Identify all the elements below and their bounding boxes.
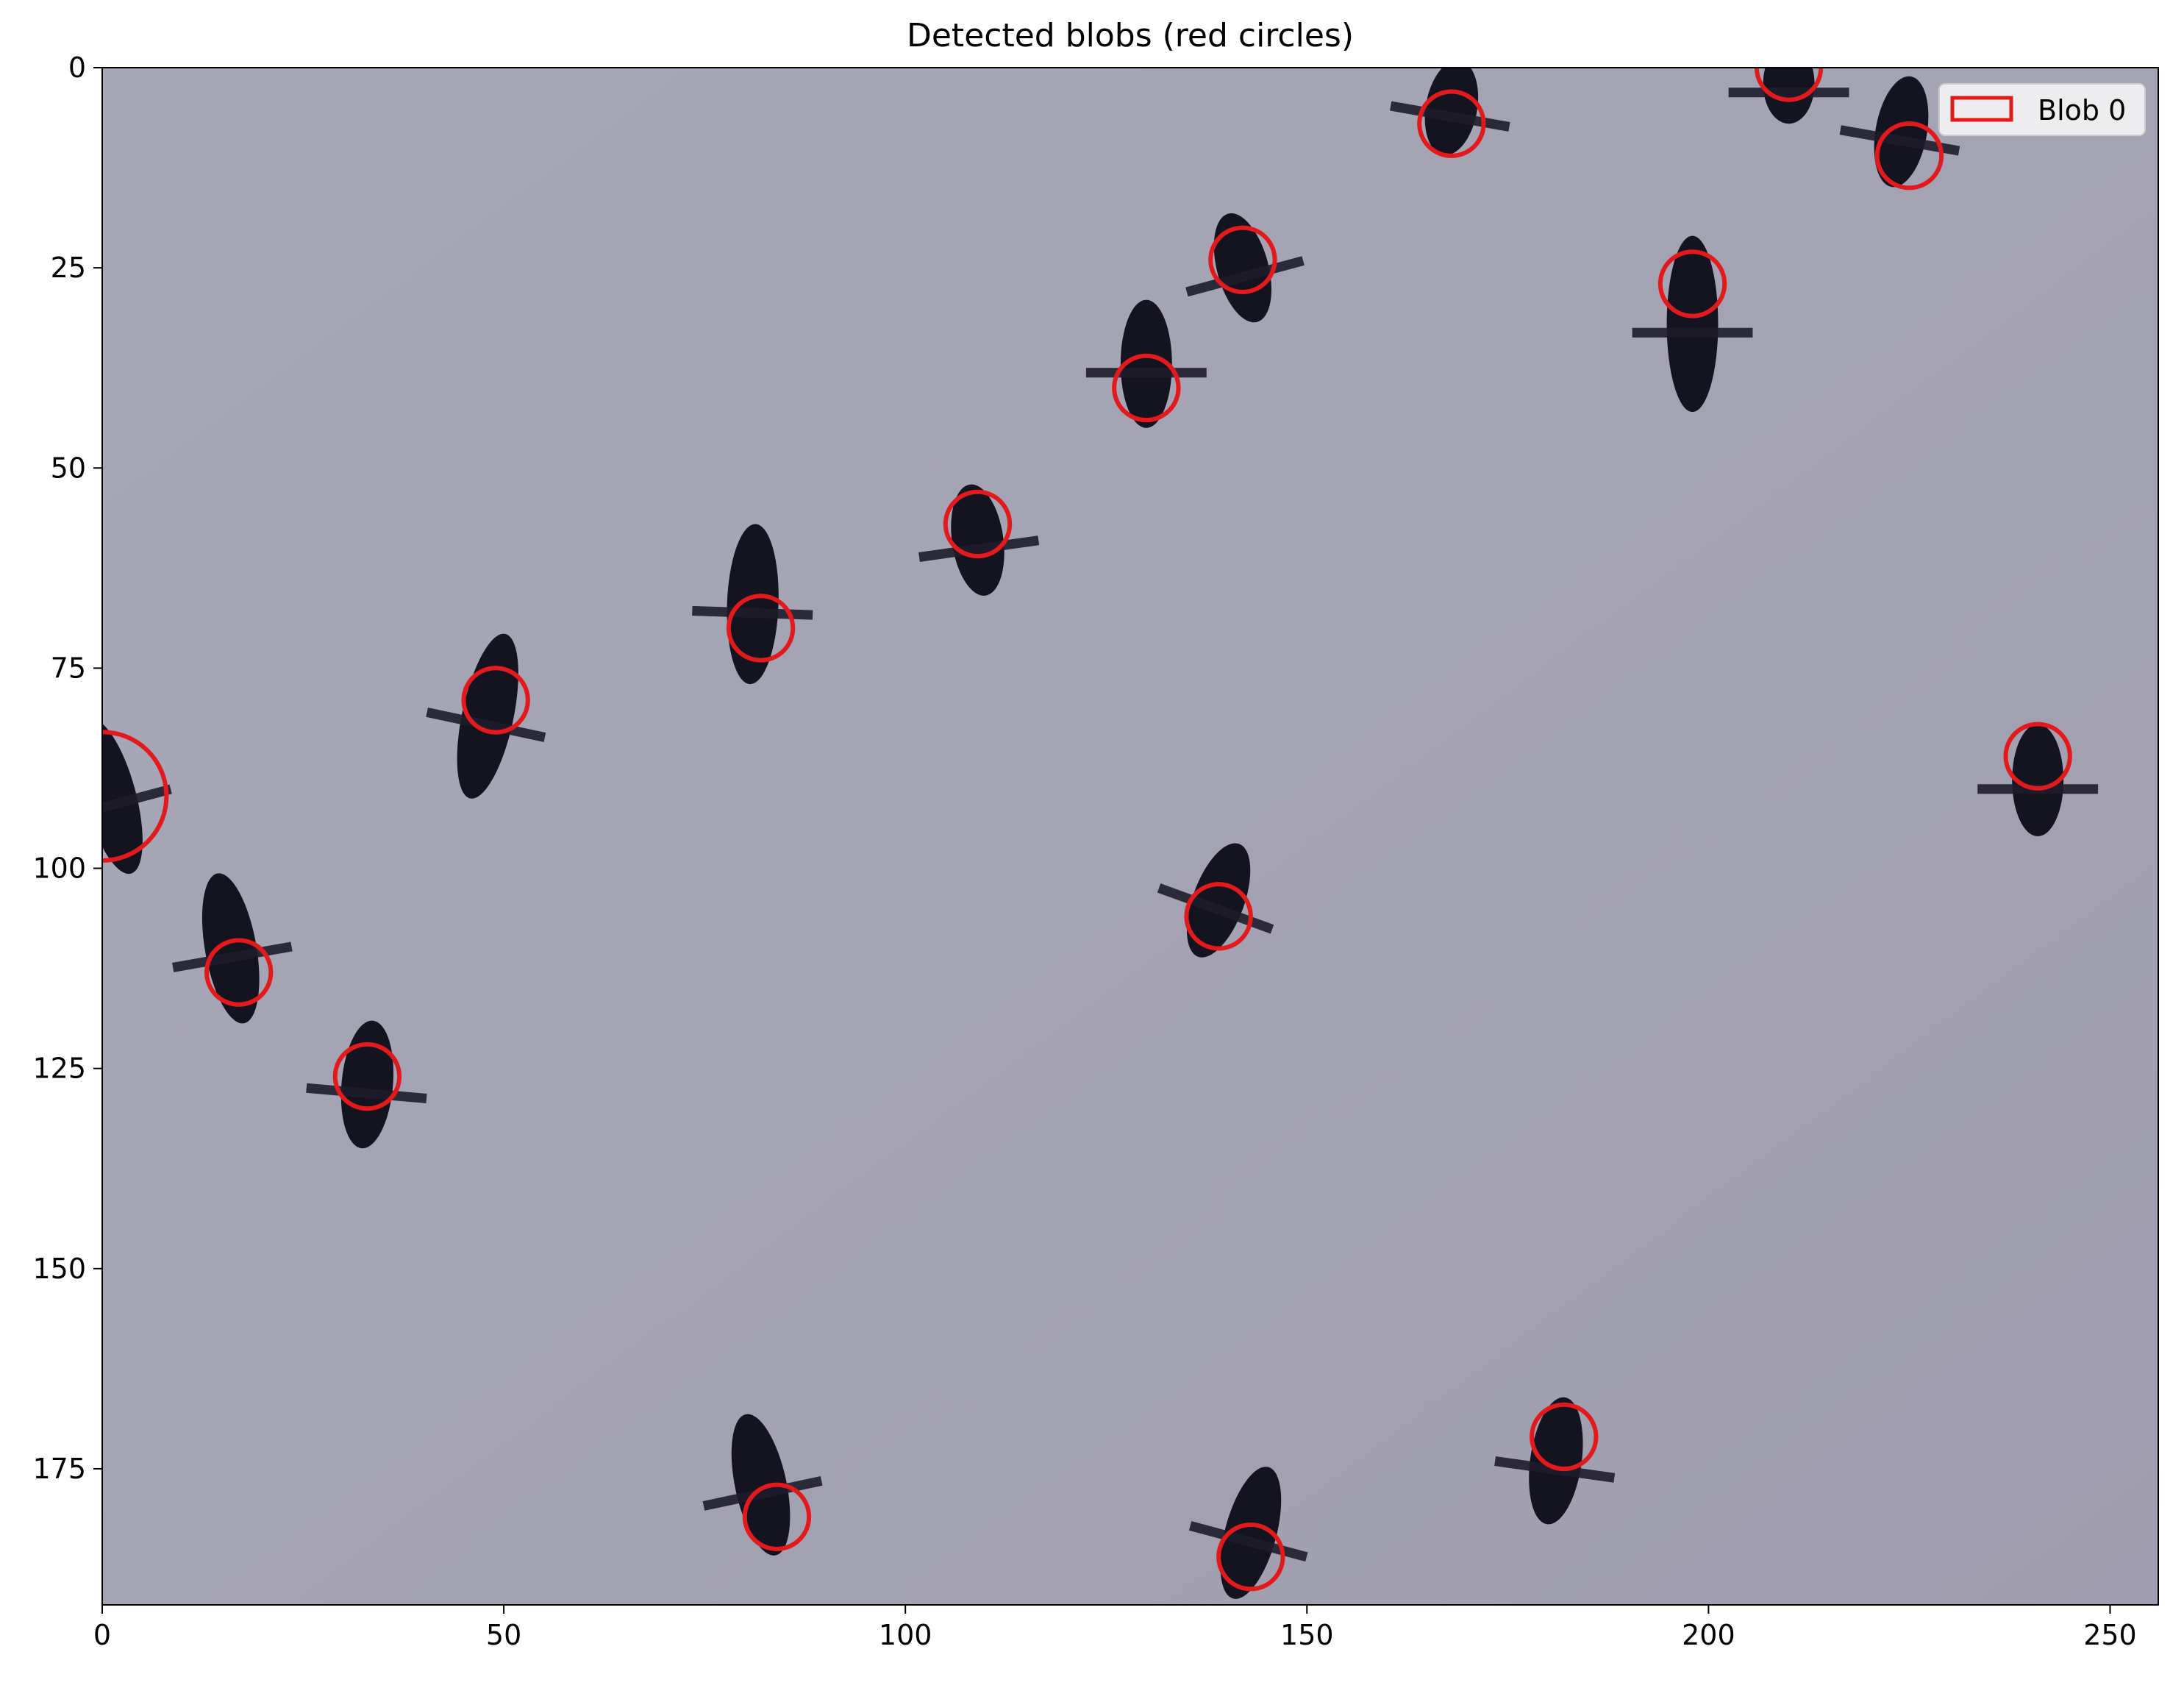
sky-background-image bbox=[102, 68, 2158, 1605]
bird-wings bbox=[426, 708, 546, 742]
y-tick-label: 175 bbox=[32, 1453, 86, 1485]
bird-wings bbox=[1188, 1521, 1308, 1562]
plot-area bbox=[102, 68, 2158, 1605]
y-tick-label: 50 bbox=[51, 452, 86, 484]
bird-wings bbox=[1085, 368, 1207, 378]
bird-body bbox=[340, 1020, 394, 1149]
bird-body bbox=[1120, 299, 1172, 428]
blob-circle bbox=[1657, 249, 1727, 318]
y-axis: 0 25 50 75 100 125 150 175 bbox=[32, 51, 102, 1485]
bird-body bbox=[727, 524, 779, 685]
birds-layer bbox=[102, 68, 2099, 1599]
bird-silhouette bbox=[1632, 235, 1753, 413]
bird-body bbox=[1424, 68, 1479, 156]
y-tick-label: 100 bbox=[32, 852, 86, 885]
blob-circle bbox=[1417, 89, 1486, 158]
blob-circle bbox=[332, 1041, 402, 1111]
bird-body bbox=[102, 719, 143, 875]
bird-wings bbox=[1157, 883, 1274, 934]
axes-frame bbox=[101, 67, 2159, 1606]
bird-body bbox=[951, 484, 1004, 596]
bird-body bbox=[2012, 724, 2064, 836]
bird-silhouette bbox=[1157, 843, 1274, 958]
blob-circle bbox=[1754, 68, 1824, 102]
bird-silhouette bbox=[1839, 76, 1960, 188]
bird-silhouette bbox=[1728, 68, 1849, 124]
blob-circle bbox=[204, 938, 274, 1007]
x-tick-label: 50 bbox=[486, 1619, 521, 1651]
bird-wings bbox=[702, 1476, 823, 1511]
blob-circle bbox=[102, 730, 169, 863]
y-tick-label: 125 bbox=[32, 1053, 86, 1085]
bird-silhouette bbox=[1389, 68, 1510, 156]
y-tick-label: 25 bbox=[51, 252, 86, 284]
bird-silhouette bbox=[1188, 1467, 1308, 1599]
bird-body bbox=[1666, 235, 1719, 413]
legend: Blob 0 bbox=[1938, 83, 2146, 136]
bird-body bbox=[1220, 1467, 1282, 1599]
bird-silhouette bbox=[692, 524, 813, 685]
bird-body bbox=[1529, 1397, 1583, 1525]
blob-circles-layer bbox=[102, 68, 2072, 1592]
bird-body bbox=[1874, 76, 1929, 188]
bird-body bbox=[201, 873, 260, 1024]
x-tick-label: 0 bbox=[93, 1619, 111, 1651]
bird-body bbox=[1187, 843, 1251, 958]
y-tick-label: 150 bbox=[32, 1253, 86, 1285]
legend-swatch bbox=[1950, 96, 2013, 122]
bird-body bbox=[1213, 213, 1272, 323]
blob-circle bbox=[1216, 1523, 1285, 1592]
x-tick-label: 250 bbox=[2083, 1619, 2137, 1651]
blob-circle bbox=[726, 594, 796, 663]
bird-wings bbox=[1728, 88, 1849, 98]
blob-circle bbox=[1112, 353, 1181, 423]
blob-circle bbox=[1874, 121, 1944, 190]
blob-circle bbox=[1208, 225, 1277, 294]
legend-entry-label: Blob 0 bbox=[2038, 94, 2126, 127]
bird-wings bbox=[1839, 125, 1960, 156]
x-tick-label: 100 bbox=[879, 1619, 932, 1651]
bird-body bbox=[457, 633, 518, 799]
x-tick-label: 200 bbox=[1682, 1619, 1735, 1651]
bird-wings bbox=[918, 535, 1040, 562]
blob-circle bbox=[742, 1482, 812, 1551]
bird-wings bbox=[102, 784, 172, 825]
bird-wings bbox=[1389, 101, 1510, 132]
bird-wings bbox=[1632, 327, 1753, 338]
y-tick-label: 0 bbox=[68, 51, 86, 84]
x-axis: 0 50 100 150 200 250 bbox=[93, 1605, 2137, 1651]
blob-circle bbox=[1530, 1402, 1599, 1472]
bird-silhouette bbox=[426, 633, 546, 799]
blob-circle bbox=[2003, 722, 2072, 791]
blob-circle bbox=[461, 666, 530, 735]
chart-title: Detected blobs (red circles) bbox=[907, 17, 1354, 54]
bird-silhouette bbox=[102, 719, 172, 875]
x-tick-label: 150 bbox=[1280, 1619, 1334, 1651]
bird-silhouette bbox=[918, 484, 1040, 596]
bird-wings bbox=[692, 605, 813, 620]
blob-circle bbox=[1184, 882, 1253, 951]
bird-body bbox=[1763, 68, 1815, 124]
y-tick-label: 75 bbox=[51, 652, 86, 684]
blob-circle bbox=[943, 489, 1013, 559]
